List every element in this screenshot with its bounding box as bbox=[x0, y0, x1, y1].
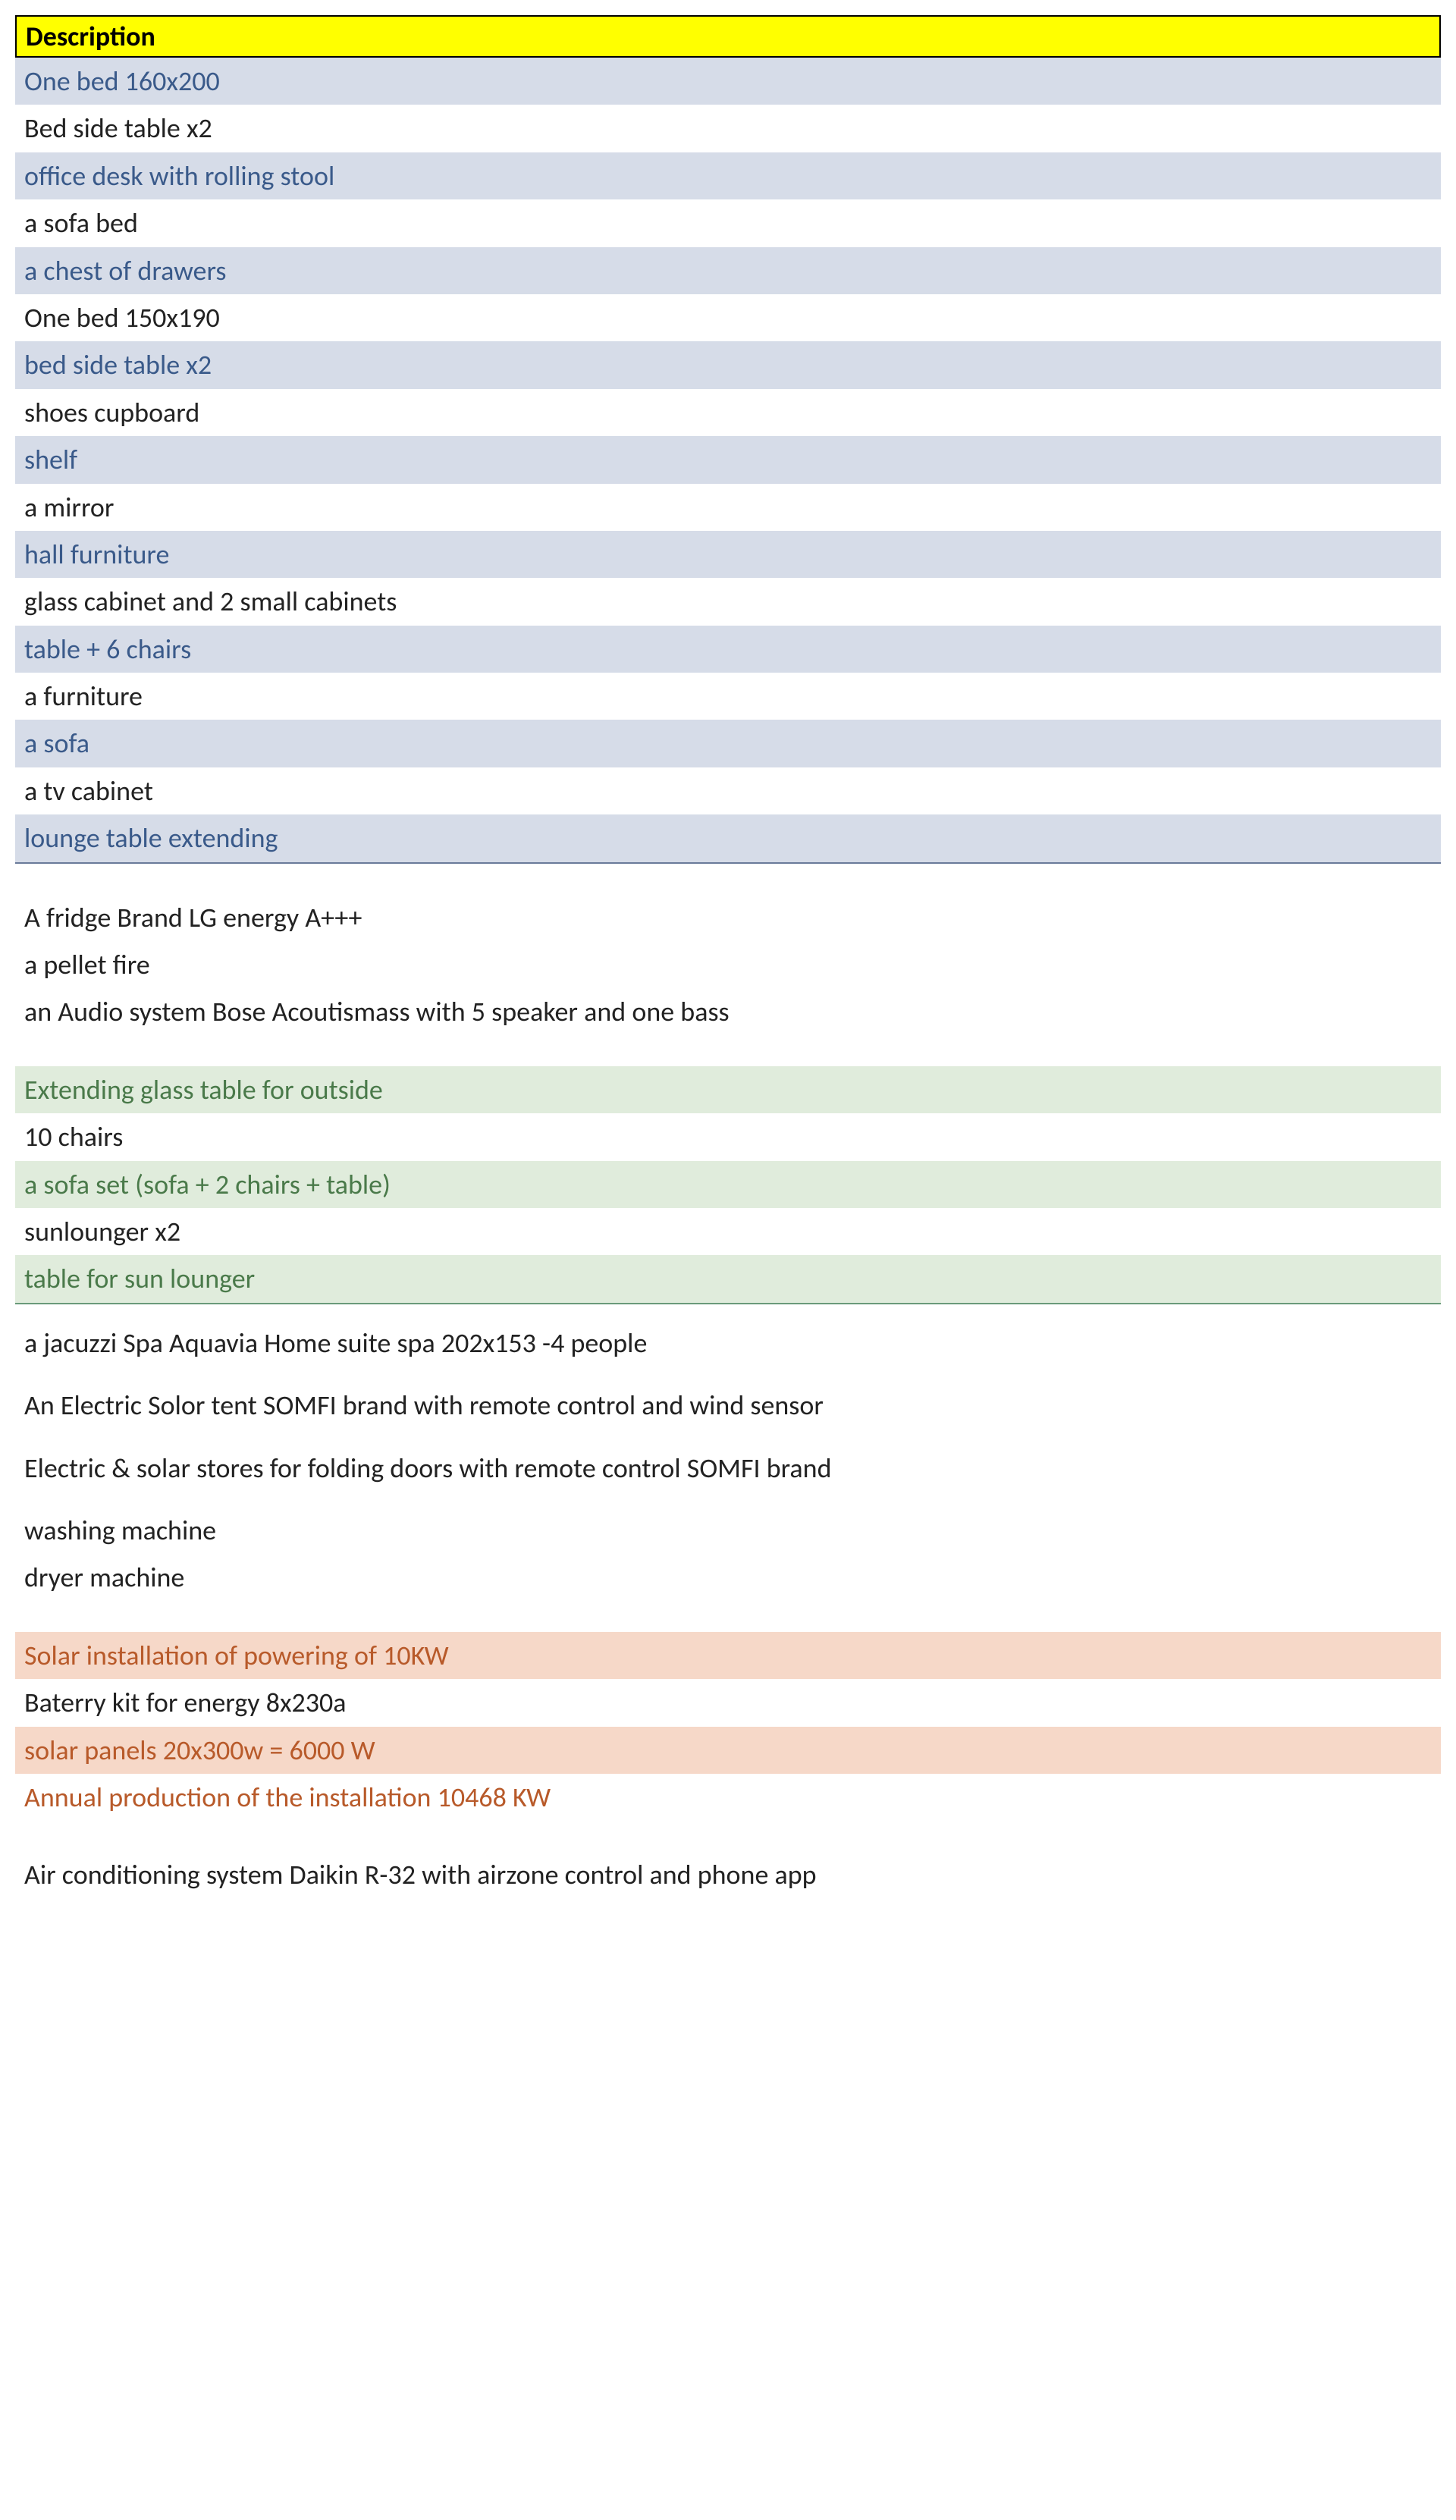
table-row: Bed side table x2 bbox=[15, 105, 1441, 152]
table-row: washing machine bbox=[15, 1507, 1441, 1554]
table-row: shelf bbox=[15, 436, 1441, 483]
spacer bbox=[15, 1492, 1441, 1507]
table-row: sunlounger x2 bbox=[15, 1208, 1441, 1255]
table-row: bed side table x2 bbox=[15, 341, 1441, 388]
table-row: An Electric Solor tent SOMFI brand with … bbox=[15, 1382, 1441, 1429]
spreadsheet-sheet: Description One bed 160x200 Bed side tab… bbox=[0, 0, 1456, 1914]
table-row: Solar installation of powering of 10KW bbox=[15, 1632, 1441, 1679]
table-row: a sofa set (sofa + 2 chairs + table) bbox=[15, 1161, 1441, 1208]
table-row: dryer machine bbox=[15, 1554, 1441, 1601]
table-row: a chest of drawers bbox=[15, 247, 1441, 294]
table-row: shoes cupboard bbox=[15, 389, 1441, 436]
table-row: solar panels 20x300w = 6000 W bbox=[15, 1727, 1441, 1774]
spacer bbox=[15, 1304, 1441, 1320]
table-row: 10 chairs bbox=[15, 1113, 1441, 1160]
table-row: One bed 160x200 bbox=[15, 58, 1441, 105]
table-row: an Audio system Bose Acoutismass with 5 … bbox=[15, 988, 1441, 1035]
table-row: a furniture bbox=[15, 673, 1441, 720]
spacer bbox=[15, 1429, 1441, 1445]
table-row: a pellet fire bbox=[15, 941, 1441, 988]
table-row: table for sun lounger bbox=[15, 1255, 1441, 1304]
table-row: Baterry kit for energy 8x230a bbox=[15, 1679, 1441, 1726]
table-row: a sofa bed bbox=[15, 199, 1441, 246]
spacer bbox=[15, 1602, 1441, 1632]
table-row: Air conditioning system Daikin R-32 with… bbox=[15, 1851, 1441, 1898]
table-row: a tv cabinet bbox=[15, 767, 1441, 814]
table-row: lounge table extending bbox=[15, 814, 1441, 863]
table-row: table + 6 chairs bbox=[15, 626, 1441, 673]
table-row: a jacuzzi Spa Aquavia Home suite spa 202… bbox=[15, 1320, 1441, 1367]
spacer bbox=[15, 1821, 1441, 1851]
table-row: A fridge Brand LG energy A+++ bbox=[15, 894, 1441, 941]
spacer bbox=[15, 1036, 1441, 1066]
table-row: hall furniture bbox=[15, 531, 1441, 578]
table-row: a sofa bbox=[15, 720, 1441, 767]
column-header: Description bbox=[15, 15, 1441, 58]
table-row: Electric & solar stores for folding door… bbox=[15, 1445, 1441, 1492]
table-row: a mirror bbox=[15, 484, 1441, 531]
table-row: Extending glass table for outside bbox=[15, 1066, 1441, 1113]
table-row: office desk with rolling stool bbox=[15, 152, 1441, 199]
spacer bbox=[15, 864, 1441, 894]
table-row: Annual production of the installation 10… bbox=[15, 1774, 1441, 1821]
table-row: glass cabinet and 2 small cabinets bbox=[15, 578, 1441, 625]
spacer bbox=[15, 1367, 1441, 1382]
table-row: One bed 150x190 bbox=[15, 294, 1441, 341]
